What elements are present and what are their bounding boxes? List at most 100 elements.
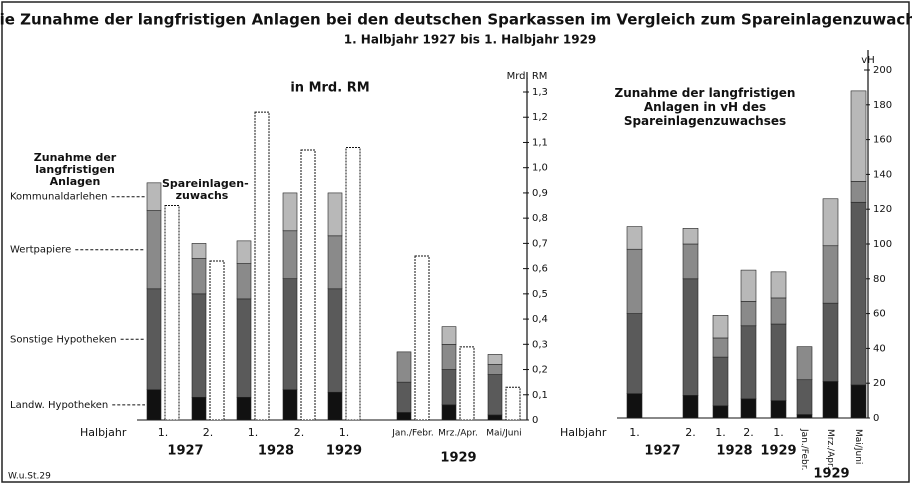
bar-segment (796, 379, 813, 415)
bar-segment (282, 230, 298, 280)
bar-segment (796, 346, 813, 381)
bar-segment (740, 398, 757, 419)
bar-segment (770, 297, 787, 325)
y-tick-label: 100 (873, 239, 892, 250)
subtitle: 1. Halbjahr 1927 bis 1. Halbjahr 1929 (344, 33, 597, 47)
bar-segment (740, 325, 757, 400)
bar-segment (146, 389, 162, 421)
x-tick-label: Mrz./Apr. (825, 429, 835, 469)
bar-segment (396, 412, 412, 421)
x-tick-label: 1. (339, 426, 350, 439)
bar-segment (191, 293, 207, 398)
bar-segment (487, 374, 503, 416)
x-tick-label: 1. (248, 426, 259, 439)
bar-segment (770, 323, 787, 401)
y-tick-label: 0 (873, 413, 879, 424)
group-label: 1927 (167, 444, 203, 459)
y-tick-label: 0,2 (532, 365, 548, 376)
y-tick-label: 140 (873, 169, 892, 180)
bar-segment (682, 243, 699, 280)
x-tick-label: 2. (743, 426, 754, 439)
bar-segment (740, 301, 757, 327)
bar-segment (191, 243, 207, 259)
x-tick-label: Jan./Febr. (391, 429, 433, 439)
bar (414, 255, 430, 421)
y-tick-label: 40 (873, 343, 886, 354)
bar (345, 147, 361, 421)
bar-segment (487, 364, 503, 375)
legend-label: Kommunaldarlehen (10, 192, 108, 203)
bar-segment (396, 381, 412, 413)
bar-segment (487, 354, 503, 365)
stack-label: Zunahme der langfristigen Anlagen (33, 151, 117, 188)
y-tick-label: 180 (873, 100, 892, 111)
bar-segment (146, 182, 162, 211)
bar (300, 149, 316, 421)
bar-segment (770, 400, 787, 419)
bar-segment (822, 245, 839, 304)
bar-segment (682, 228, 699, 245)
bar-segment (712, 337, 729, 358)
right-title: Zunahme der langfristigen Anlagen in vH … (614, 86, 796, 128)
bar-segment (712, 356, 729, 407)
bar-segment (191, 396, 207, 421)
y-tick-label: 1,3 (532, 87, 548, 98)
x-tick-label: 1. (629, 426, 640, 439)
source: W.u.St.29 (8, 472, 51, 482)
bar-segment (146, 210, 162, 290)
bar-segment (441, 344, 457, 370)
bar-segment (441, 404, 457, 421)
bar-segment (682, 278, 699, 396)
bar (209, 260, 225, 421)
y-tick-label: 0,5 (532, 289, 548, 300)
bar-segment (327, 235, 343, 290)
y-tick-label: 200 (873, 65, 892, 76)
bar-segment (850, 384, 867, 419)
x-tick-label: 1. (158, 426, 169, 439)
bar-segment (712, 315, 729, 339)
bar-segment (146, 288, 162, 391)
x-tick-label: 1. (773, 426, 784, 439)
legend-label: Spareinlagen-zuwachs (162, 177, 249, 202)
bar-segment (796, 414, 813, 419)
bar (164, 205, 180, 421)
legend-label: Wertpapiere (10, 245, 71, 256)
group-label: 1927 (644, 444, 680, 459)
x-tick-label: Mai/Juni (486, 429, 521, 439)
x-tick-label: Mai/Juni (853, 429, 863, 464)
legend-label: Landw. Hypotheken (10, 400, 108, 411)
y-tick-label: 0,6 (532, 264, 548, 275)
bar (254, 111, 270, 421)
bar-segment (441, 326, 457, 345)
y-tick-label: 1,2 (532, 112, 548, 123)
y-tick-label: 120 (873, 204, 892, 215)
bar-segment (441, 369, 457, 406)
group-label: 1929 (760, 444, 796, 459)
y-tick-label: 20 (873, 378, 886, 389)
bar-segment (327, 288, 343, 393)
x-tick-label: 2. (294, 426, 305, 439)
bar-segment (626, 226, 643, 250)
bar-segment (740, 269, 757, 302)
y-tick-label: 0,4 (532, 314, 548, 325)
bar-segment (327, 192, 343, 237)
y-tick-label: 0,3 (532, 339, 548, 350)
legend-label: Sonstige Hypotheken (10, 334, 117, 345)
y-tick-label: 1,1 (532, 137, 548, 148)
group-label: 1929 (326, 444, 362, 459)
bar-segment (850, 181, 867, 203)
bar-segment (822, 198, 839, 247)
y-tick-label: 0,9 (532, 188, 548, 199)
bar-segment (282, 192, 298, 232)
y-tick-label: 0,7 (532, 238, 548, 249)
group-label: 1929 (813, 467, 849, 482)
bar-segment (712, 405, 729, 419)
x-tick-label: 2. (203, 426, 214, 439)
bar-segment (327, 391, 343, 421)
y-tick-label: 0,8 (532, 213, 548, 224)
y-tick-label: 0,1 (532, 390, 548, 401)
y-tick-label: 160 (873, 135, 892, 146)
bar-segment (396, 351, 412, 383)
